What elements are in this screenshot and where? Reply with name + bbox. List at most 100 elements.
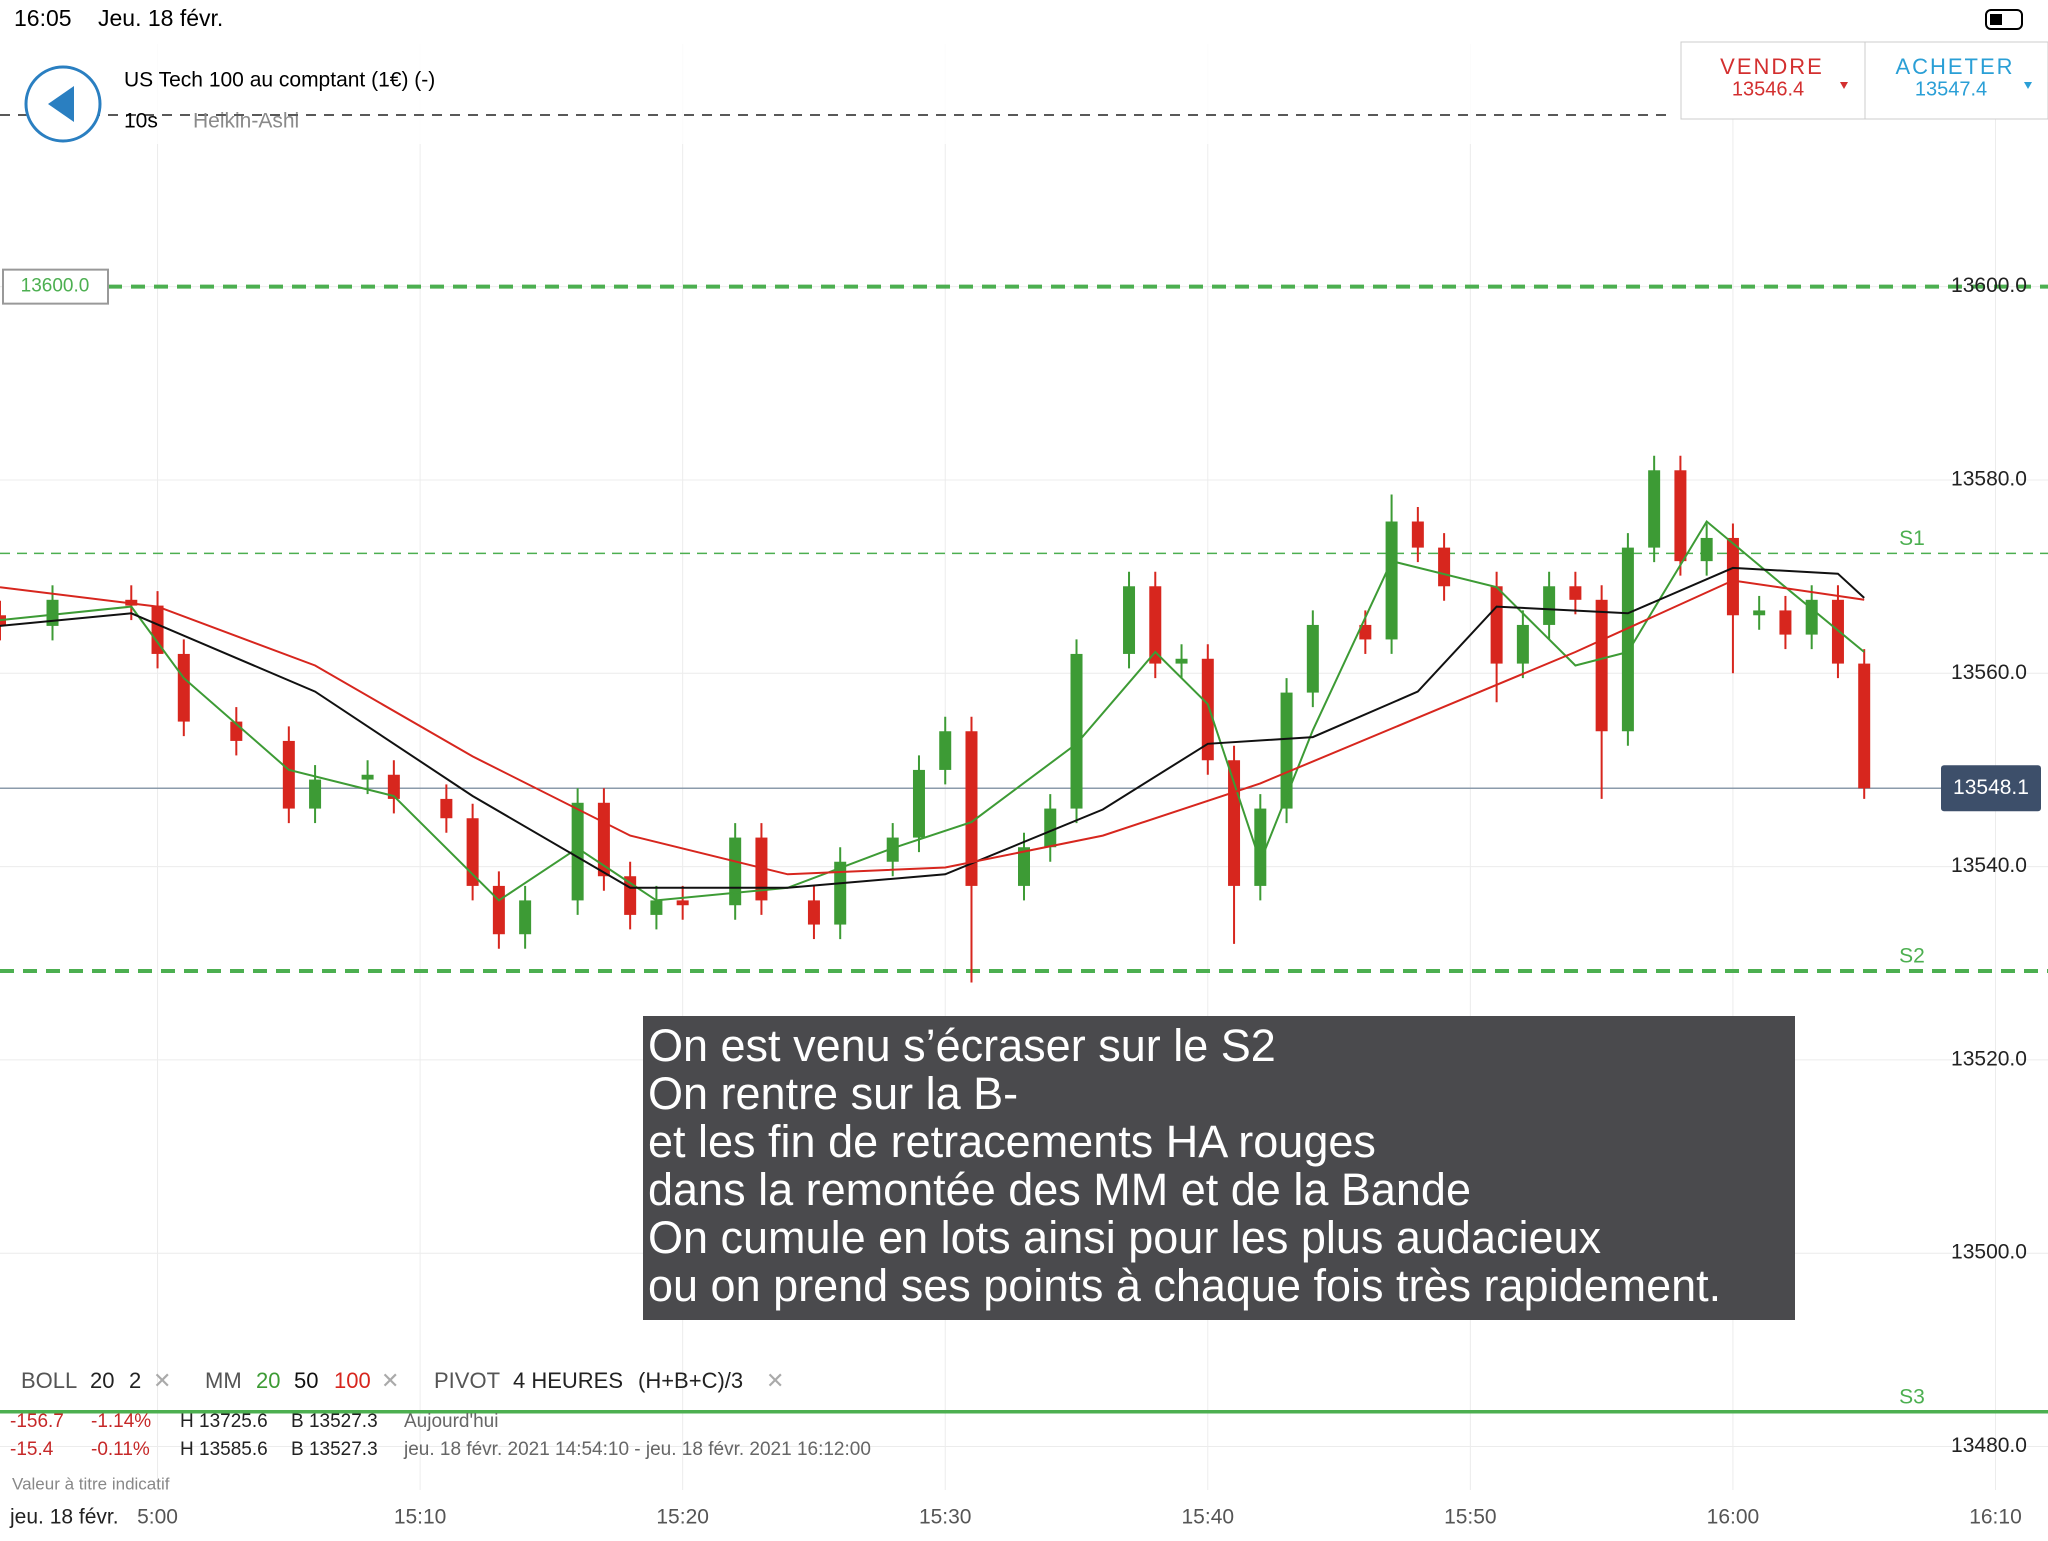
footnote: Valeur à titre indicatif	[12, 1474, 170, 1493]
candle-body	[309, 779, 322, 809]
annotation-line: ou on prend ses points à chaque fois trè…	[648, 1260, 1721, 1311]
x-tick-label: 5:00	[137, 1506, 178, 1529]
moving-average	[0, 519, 1865, 902]
candle-body	[939, 731, 952, 770]
stat: H 13725.6	[180, 1411, 268, 1432]
annotation-line: et les fin de retracements HA rouges	[648, 1116, 1376, 1167]
candle-body	[1700, 537, 1713, 562]
candle-body	[1595, 599, 1608, 732]
status-time: 16:05	[14, 5, 72, 31]
candle-body	[466, 818, 479, 886]
sell-price: 13546.4	[1732, 78, 1804, 100]
y-tick-label: 13500.0	[1951, 1241, 2027, 1264]
x-tick-label: 16:00	[1707, 1506, 1760, 1529]
close-icon[interactable]: ✕	[766, 1368, 784, 1393]
candle-body	[1070, 653, 1083, 809]
status-date: Jeu. 18 févr.	[98, 5, 223, 31]
mm-100: 100	[334, 1368, 371, 1393]
candle-body	[1753, 610, 1766, 616]
close-icon[interactable]: ✕	[381, 1368, 399, 1393]
stat: Aujourd'hui	[404, 1411, 498, 1432]
level-name: S2	[1899, 945, 1925, 968]
candle-body	[1779, 610, 1792, 635]
candle-body	[1149, 586, 1162, 664]
pivot[interactable]: PIVOT	[434, 1368, 500, 1393]
candle-body	[1621, 547, 1634, 732]
annotation-line: On est venu s’écraser sur le S2	[648, 1020, 1276, 1071]
candle-body	[1569, 586, 1582, 600]
buy-label: ACHETER	[1895, 54, 2014, 79]
candle-body	[1254, 808, 1267, 886]
candle-body	[1359, 624, 1372, 640]
candle-body	[965, 731, 978, 886]
boll-dev: 2	[129, 1368, 141, 1393]
indicator-bar: BOLL 20 2 ✕ MM 20 50 100 ✕ PIVOT 4 HEURE…	[21, 1368, 784, 1393]
header-bg	[0, 44, 1660, 144]
stat: B 13527.3	[291, 1411, 378, 1432]
candle-body	[1280, 692, 1293, 809]
back-button[interactable]	[24, 65, 102, 143]
buy-price: 13547.4	[1915, 78, 1987, 100]
mm[interactable]: MM	[205, 1368, 242, 1393]
candle-body	[912, 769, 925, 838]
moving-average	[0, 566, 1865, 889]
candle-body	[519, 900, 532, 935]
level-name: S1	[1899, 527, 1925, 550]
pivot-formula: (H+B+C)/3	[638, 1368, 743, 1393]
candle-body	[1175, 658, 1188, 664]
y-tick-label: 13540.0	[1951, 854, 2027, 877]
buy-button[interactable]: ACHETER 13547.4	[1864, 41, 2048, 120]
sell-label: VENDRE	[1720, 54, 1824, 79]
annotation-line: On rentre sur la B-	[648, 1068, 1018, 1119]
x-tick-label: 15:30	[919, 1506, 972, 1529]
x-date: jeu. 18 févr.	[9, 1506, 119, 1529]
candle-body	[1411, 521, 1424, 548]
candle-body	[886, 837, 899, 862]
candle-body	[1438, 547, 1451, 587]
candle-body	[1044, 808, 1057, 848]
y-tick-label: 13520.0	[1951, 1047, 2027, 1070]
candle-body	[282, 740, 295, 809]
candle-body	[1543, 586, 1556, 625]
candle-body	[361, 774, 374, 780]
candle-body	[1018, 847, 1030, 886]
last-price-label: 13548.1	[1953, 776, 2029, 799]
candle-body	[650, 900, 663, 915]
plot	[0, 44, 2048, 1490]
last-price-box	[1941, 765, 2041, 812]
candle-body	[1674, 470, 1687, 562]
candle-body	[729, 837, 742, 906]
boll[interactable]: BOLL	[21, 1368, 77, 1393]
candle-body	[177, 653, 190, 722]
candle-body	[1516, 624, 1529, 664]
x-tick-label: 15:40	[1182, 1506, 1235, 1529]
candle-body	[1648, 470, 1661, 548]
y-tick-label: 13480.0	[1951, 1434, 2027, 1457]
x-tick-label: 16:10	[1969, 1506, 2022, 1529]
x-tick-label: 15:50	[1444, 1506, 1497, 1529]
stat: -1.14%	[91, 1411, 151, 1432]
pivot-period: 4 HEURES	[513, 1368, 623, 1393]
sell-button[interactable]: VENDRE 13546.4	[1680, 41, 1866, 120]
candle-body	[440, 798, 453, 819]
candle-body	[571, 802, 584, 901]
y-tick-label: 13560.0	[1951, 661, 2027, 684]
candle-body	[755, 837, 768, 901]
chart-style[interactable]: Heikin-Ashi	[193, 110, 299, 133]
candle-body	[492, 885, 505, 935]
mm-50: 50	[294, 1368, 318, 1393]
close-icon[interactable]: ✕	[153, 1368, 171, 1393]
annotation-line: dans la remontée des MM et de la Bande	[648, 1164, 1471, 1215]
instrument: US Tech 100 au comptant (1€) (-)	[124, 69, 435, 92]
level-box	[2, 268, 109, 305]
stats: -156.7 -1.14% H 13725.6 B 13527.3 Aujourd'hu…	[10, 1411, 871, 1460]
stat: H 13585.6	[180, 1439, 268, 1460]
candle-body	[1726, 537, 1739, 616]
candle-body	[807, 900, 820, 925]
y-tick-label: 13580.0	[1951, 467, 2027, 490]
level-label: 13600.0	[21, 276, 90, 297]
candle-body	[1228, 760, 1241, 886]
interval[interactable]: 10s	[124, 110, 158, 133]
